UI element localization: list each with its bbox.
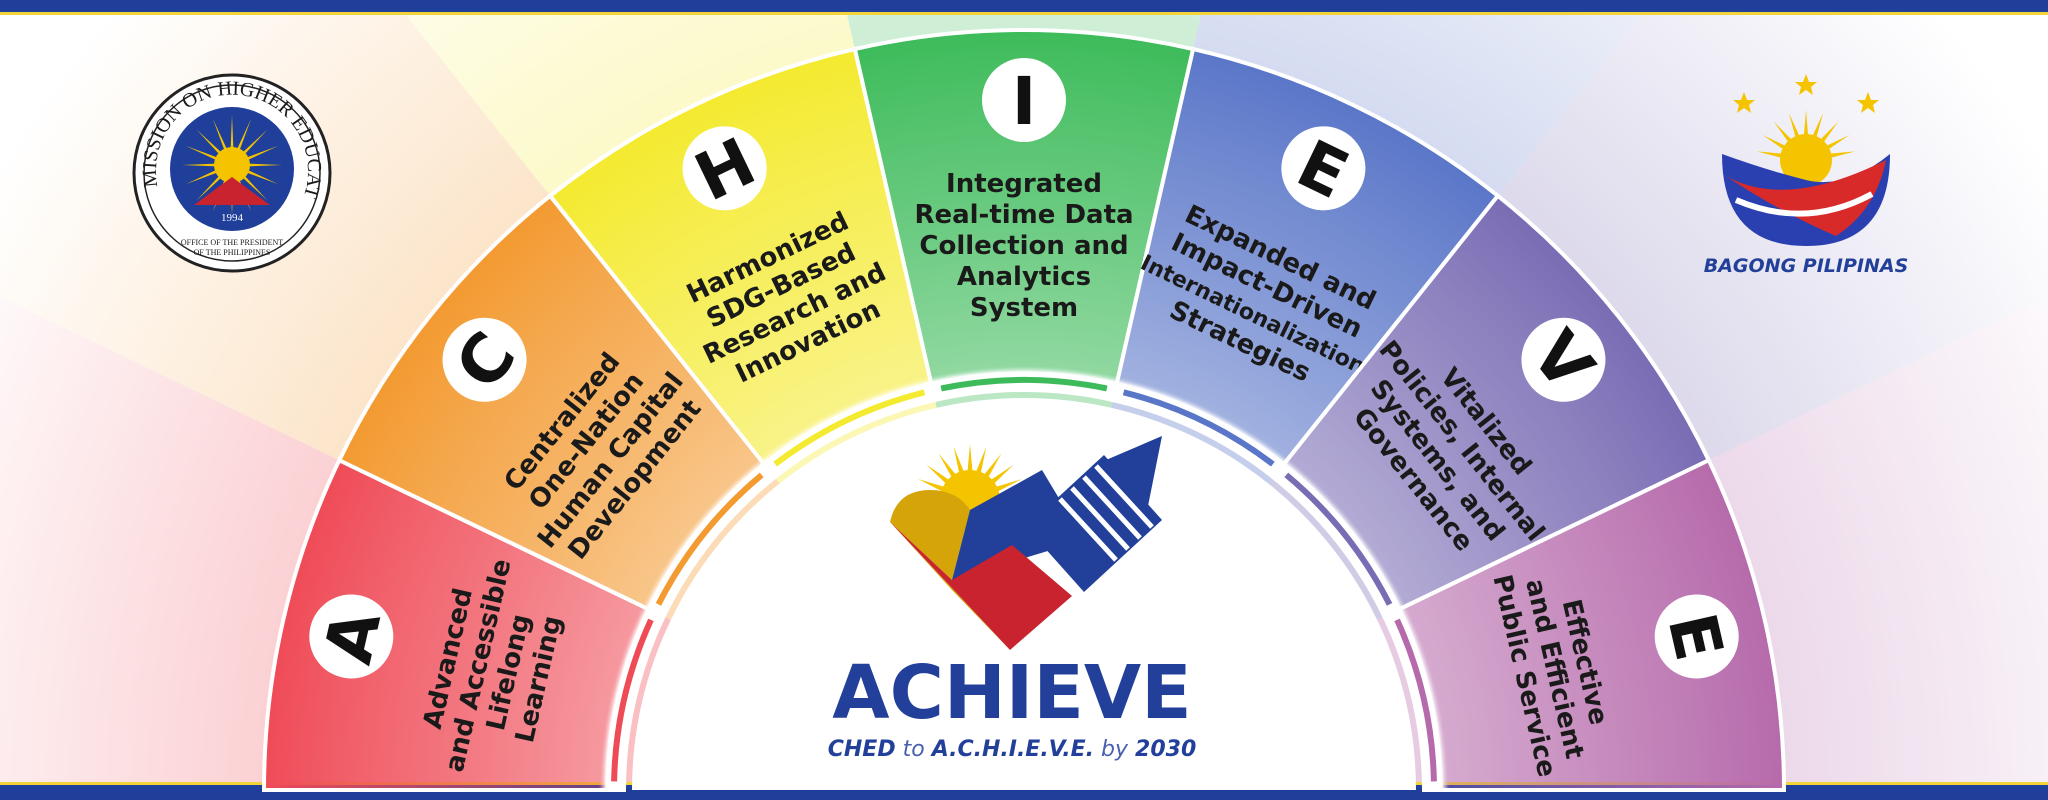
tagline-to: to — [896, 737, 932, 762]
ray — [212, 118, 228, 151]
inner-arc — [773, 389, 926, 467]
segment-letter: I — [1012, 63, 1037, 140]
achieve-logo: ACHIEVE CHED to A.C.H.I.E.V.E. by 2030 — [828, 436, 1197, 762]
bagong-pilipinas-label: BAGONG PILIPINAS — [1704, 255, 1909, 277]
ray — [196, 175, 222, 201]
ray — [967, 444, 973, 475]
ray — [1756, 151, 1785, 159]
star-icon — [1733, 92, 1755, 113]
segment-c-1 — [336, 192, 778, 620]
inner-arc — [611, 618, 654, 782]
segment-label-line: Analytics — [957, 262, 1091, 292]
segment-label-line: System — [970, 293, 1078, 323]
star-icon — [1795, 74, 1817, 95]
bagong-pilipinas-logo: BAGONG PILIPINAS — [1704, 74, 1909, 277]
segment-e-4 — [1110, 46, 1501, 481]
ray — [953, 446, 966, 477]
ray — [230, 115, 234, 150]
ray — [1823, 135, 1850, 152]
inner-arc — [1394, 618, 1437, 782]
segment-label-line: Collection and — [919, 231, 1128, 261]
ray — [196, 129, 222, 155]
ray — [988, 464, 1014, 486]
inner-arc — [1122, 389, 1275, 467]
ray — [1811, 113, 1824, 141]
segment-h-2 — [547, 46, 938, 481]
ray — [236, 118, 252, 151]
tagline-by: by — [1094, 737, 1135, 762]
segment-label-line: Real-time Data — [914, 200, 1133, 230]
segment-a-0 — [261, 457, 667, 792]
top-accent-line — [0, 12, 2048, 15]
segment-letter-badge: I — [982, 58, 1066, 142]
segment-letter-badge: A — [309, 594, 396, 679]
achieve-wheel: A Advancedand AccessibleLifelongLearningC… — [261, 28, 1787, 792]
ray — [1827, 151, 1856, 159]
ray — [1762, 135, 1789, 152]
ray — [974, 446, 987, 477]
segment-label-line: Integrated — [946, 169, 1102, 199]
inner-arc — [1284, 472, 1393, 606]
segment-i-3 — [852, 28, 1196, 403]
ray — [1773, 121, 1794, 145]
ray — [246, 169, 279, 185]
ray — [992, 479, 1022, 493]
tagline-acronym: A.C.H.I.E.V.E. — [930, 737, 1094, 762]
checkmark-icon — [890, 470, 1084, 650]
ray — [1803, 110, 1809, 139]
segment-letter-badge: C — [441, 318, 531, 404]
seal-subtitle-1: OFFICE OF THE PRESIDENT — [181, 238, 283, 247]
segment-label: Integrated Real-time Data Collection and An… — [914, 169, 1133, 323]
ray — [926, 464, 952, 486]
ray — [982, 453, 1002, 481]
ray — [242, 175, 268, 201]
ched-seal-logo: COMMISSION ON HIGHER EDUCATION 1994 OFFI… — [132, 73, 332, 273]
ray — [185, 145, 218, 161]
pencil-icon — [1026, 436, 1162, 592]
ray — [247, 163, 282, 167]
segment-label-text: Integrated Real-time Data Collection and An… — [914, 169, 1133, 323]
seal-year: 1994 — [221, 212, 244, 224]
tagline-year: 2030 — [1135, 737, 1196, 762]
achieve-title: ACHIEVE — [832, 650, 1191, 736]
seal-subtitle-2: OF THE PHILIPPINES — [194, 248, 271, 257]
segment-letter-badge: E — [1653, 594, 1739, 679]
top-bar — [0, 0, 2048, 12]
inner-arc — [655, 472, 764, 606]
inner-arcs — [611, 377, 1437, 782]
ray — [242, 129, 268, 155]
ray — [918, 479, 948, 493]
segment-letter-badge: E — [1281, 125, 1366, 214]
ray — [938, 453, 958, 481]
ray — [185, 169, 218, 185]
ray — [1788, 113, 1801, 141]
ray — [1818, 121, 1839, 145]
segment-e-6 — [1381, 457, 1787, 792]
tagline-ched: CHED — [828, 737, 896, 762]
star-icon — [1857, 92, 1879, 113]
inner-arc — [940, 377, 1108, 392]
achieve-tagline: CHED to A.C.H.I.E.V.E. by 2030 — [828, 737, 1197, 762]
ray — [246, 145, 279, 161]
ray — [182, 163, 217, 167]
